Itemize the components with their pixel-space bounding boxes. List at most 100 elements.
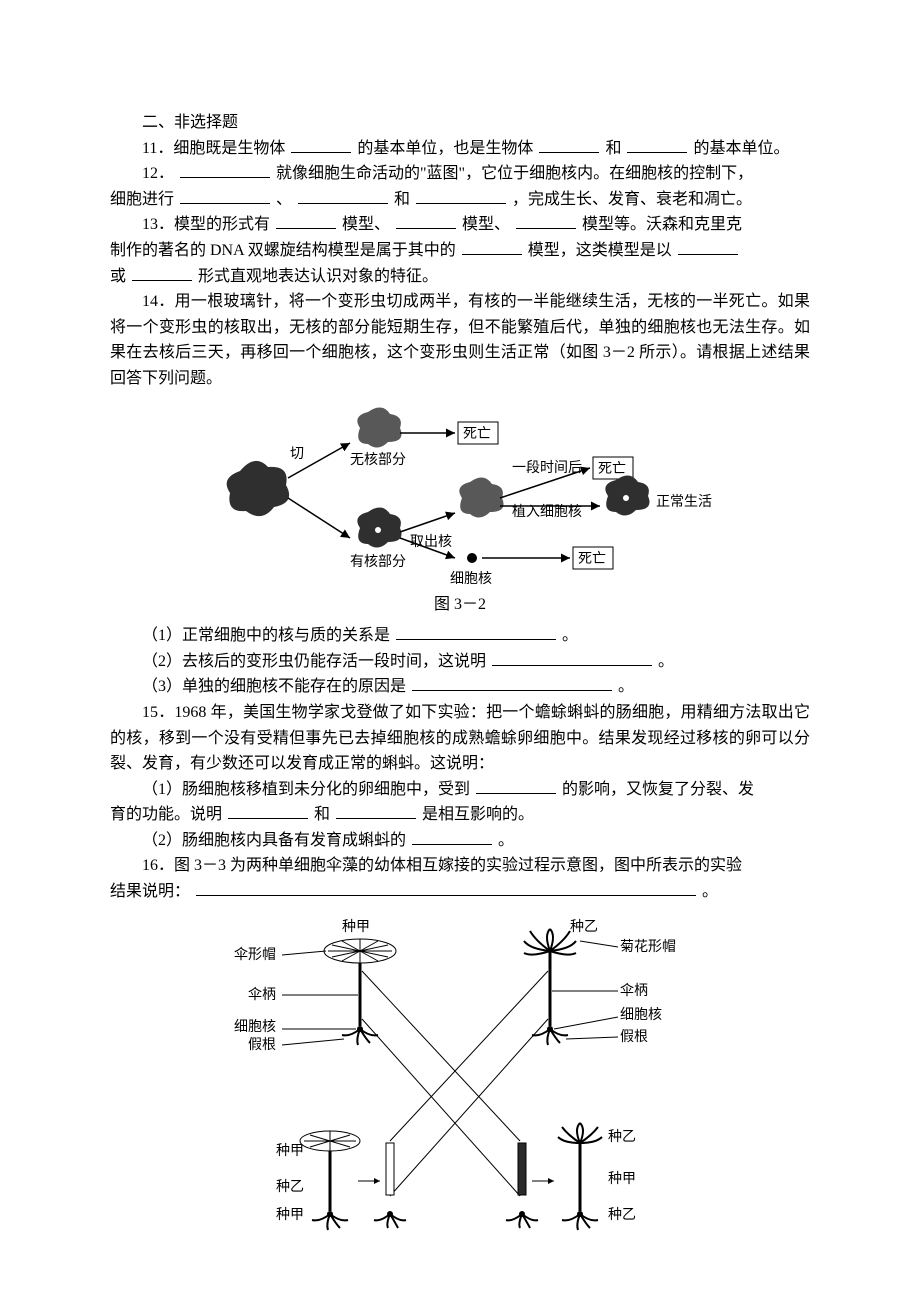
q12-blank-3[interactable]: [298, 187, 388, 204]
label-has-nucleus-part: 有核部分: [350, 554, 406, 570]
q12-text-5: 和: [394, 191, 410, 208]
label-species-b-top: 种乙: [570, 919, 598, 935]
q12-blank-4[interactable]: [416, 187, 506, 204]
label-stalk-left: 伞柄: [248, 986, 276, 1003]
q15-s2a: 育的功能。说明: [110, 806, 222, 823]
question-14-sub1: （1）正常细胞中的核与质的关系是 。: [110, 623, 810, 649]
q15-blank-2[interactable]: [228, 802, 308, 819]
q15-blank-3[interactable]: [336, 802, 416, 819]
q16-blank[interactable]: [196, 879, 696, 896]
nucleus-isolated: [467, 553, 477, 563]
label-right-graft-b1: 种乙: [608, 1129, 636, 1145]
q12-text-2: 就像细胞生命活动的"蓝图"，它位于细胞核内。在细胞核的控制下，: [276, 165, 753, 182]
label-right-graft-a: 种甲: [608, 1171, 636, 1187]
q14-sub1-pre: （1）正常细胞中的核与质的关系是: [142, 627, 390, 644]
label-normal-life: 正常生活: [656, 494, 712, 510]
q12-text-4: 、: [276, 191, 292, 208]
question-12-line2: 细胞进行 、 和 ，完成生长、发育、衰老和凋亡。: [110, 187, 810, 213]
label-nucleus: 细胞核: [450, 571, 492, 587]
q12-text-3: 细胞进行: [110, 191, 174, 208]
q13-text-8: 形式直观地表达认识对象的特征。: [198, 268, 438, 285]
label-stalk-right: 伞柄: [620, 982, 648, 999]
q14-sub2-pre: （2）去核后的变形虫仍能存活一段时间，这说明: [142, 653, 486, 670]
q16-l2a: 结果说明：: [110, 883, 190, 900]
amoeba-original: [227, 460, 289, 515]
label-nucleus-left: 细胞核: [234, 1019, 276, 1035]
q11-text-3: 和: [605, 140, 621, 157]
label-right-graft-b2: 种乙: [608, 1207, 636, 1223]
q11-blank-2[interactable]: [539, 136, 599, 153]
q13-text-4: 模型等。沃森和克里克: [582, 216, 742, 233]
q14-sub3-blank[interactable]: [412, 674, 612, 691]
species-b-top: [524, 929, 576, 1045]
q15-blank-4[interactable]: [412, 828, 492, 845]
label-death-3: 死亡: [578, 551, 606, 567]
q15-s3a: （2）肠细胞核内具备有发育成蝌蚪的: [142, 832, 406, 849]
q13-blank-6[interactable]: [132, 264, 192, 281]
figure-3-2-caption: 图 3－2: [110, 592, 810, 618]
amoeba-no-nucleus: [357, 407, 401, 447]
q14-sub3-pre: （3）单独的细胞核不能存在的原因是: [142, 678, 406, 695]
label-species-a-top: 种甲: [342, 919, 370, 935]
graft-right-plant: [558, 1123, 602, 1230]
q13-blank-2[interactable]: [396, 212, 456, 229]
label-chrys-cap: 菊花形帽: [620, 939, 676, 955]
label-left-graft-b: 种乙: [276, 1179, 304, 1195]
question-15-sub1a: （1）肠细胞核移植到未分化的卵细胞中，受到 的影响，又恢复了分裂、发: [110, 777, 810, 803]
graft-left-stalk: [374, 1143, 406, 1228]
q14-sub2-post: 。: [658, 653, 674, 670]
q14-sub1-blank[interactable]: [396, 623, 556, 640]
q13-blank-3[interactable]: [516, 212, 576, 229]
q13-text-2: 模型、: [342, 216, 390, 233]
q15-s1b: 的影响，又恢复了分裂、发: [562, 781, 754, 798]
label-death-1: 死亡: [463, 426, 491, 442]
question-15-paragraph: 15．1968 年，美国生物学家戈登做了如下实验：把一个蟾蜍蝌蚪的肠细胞，用精细…: [110, 700, 810, 777]
q11-text-2: 的基本单位，也是生物体: [357, 140, 533, 157]
label-left-graft-a2: 种甲: [276, 1207, 304, 1223]
question-12-line1: 12． 就像细胞生命活动的"蓝图"，它位于细胞核内。在细胞核的控制下，: [110, 161, 810, 187]
page: 二、非选择题 11．细胞既是生物体 的基本单位，也是生物体 和 的基本单位。 1…: [0, 0, 920, 1305]
q11-blank-3[interactable]: [627, 136, 687, 153]
q14-sub1-post: 。: [562, 627, 578, 644]
question-16-line2: 结果说明： 。: [110, 879, 810, 905]
q11-blank-1[interactable]: [291, 136, 351, 153]
question-14-paragraph: 14．用一根玻璃针，将一个变形虫切成两半，有核的一半能继续生活，无核的一半死亡。…: [110, 289, 810, 391]
figure-3-3: 种甲 伞形帽 伞柄 细胞核 假根 种乙: [220, 911, 700, 1261]
q13-blank-1[interactable]: [276, 212, 336, 229]
q11-text-4: 的基本单位。: [693, 140, 789, 157]
label-umbrella-cap: 伞形帽: [234, 946, 276, 963]
q12-blank-1[interactable]: [180, 161, 270, 178]
q13-text-1: 13．模型的形式有: [142, 216, 270, 233]
q12-text-1: 12．: [142, 165, 174, 182]
question-13-line3: 或 形式直观地表达认识对象的特征。: [110, 264, 810, 290]
q13-blank-4[interactable]: [462, 238, 522, 255]
label-cut: 切: [290, 446, 304, 462]
q13-blank-5[interactable]: [678, 238, 738, 255]
question-15-sub2: （2）肠细胞核内具备有发育成蝌蚪的 。: [110, 828, 810, 854]
q15-s2b: 和: [314, 806, 330, 823]
q15-blank-1[interactable]: [476, 777, 556, 794]
label-nucleus-right: 细胞核: [620, 1007, 662, 1023]
graft-left-plant: [300, 1131, 360, 1230]
q13-text-6: 模型，这类模型是以: [528, 242, 672, 259]
question-14-sub3: （3）单独的细胞核不能存在的原因是 。: [110, 674, 810, 700]
q12-text-6: ，完成生长、发育、衰老和凋亡。: [512, 191, 752, 208]
question-15-sub1b: 育的功能。说明 和 是相互影响的。: [110, 802, 810, 828]
label-rhizoid-right: 假根: [620, 1029, 648, 1045]
question-11: 11．细胞既是生物体 的基本单位，也是生物体 和 的基本单位。: [110, 136, 810, 162]
q12-blank-2[interactable]: [180, 187, 270, 204]
q15-s1a: （1）肠细胞核移植到未分化的卵细胞中，受到: [142, 781, 470, 798]
q14-sub3-post: 。: [618, 678, 634, 695]
question-14-sub2: （2）去核后的变形虫仍能存活一段时间，这说明 。: [110, 649, 810, 675]
amoeba-enucleated: [459, 477, 503, 517]
q13-text-7: 或: [110, 268, 126, 285]
q11-text-1: 11．细胞既是生物体: [142, 140, 285, 157]
label-death-2: 死亡: [598, 461, 626, 477]
question-13-line2: 制作的著名的 DNA 双螺旋结构模型是属于其中的 模型，这类模型是以: [110, 238, 810, 264]
q15-s3b: 。: [498, 832, 514, 849]
q15-s2c: 是相互影响的。: [422, 806, 534, 823]
q14-sub2-blank[interactable]: [492, 649, 652, 666]
figure-3-2: 切 无核部分 死亡 有核部分 取出核 细胞核 死亡 一段时间后 死亡 植入细胞核: [200, 398, 720, 588]
q16-l2b: 。: [702, 883, 718, 900]
label-left-graft-a1: 种甲: [276, 1143, 304, 1159]
